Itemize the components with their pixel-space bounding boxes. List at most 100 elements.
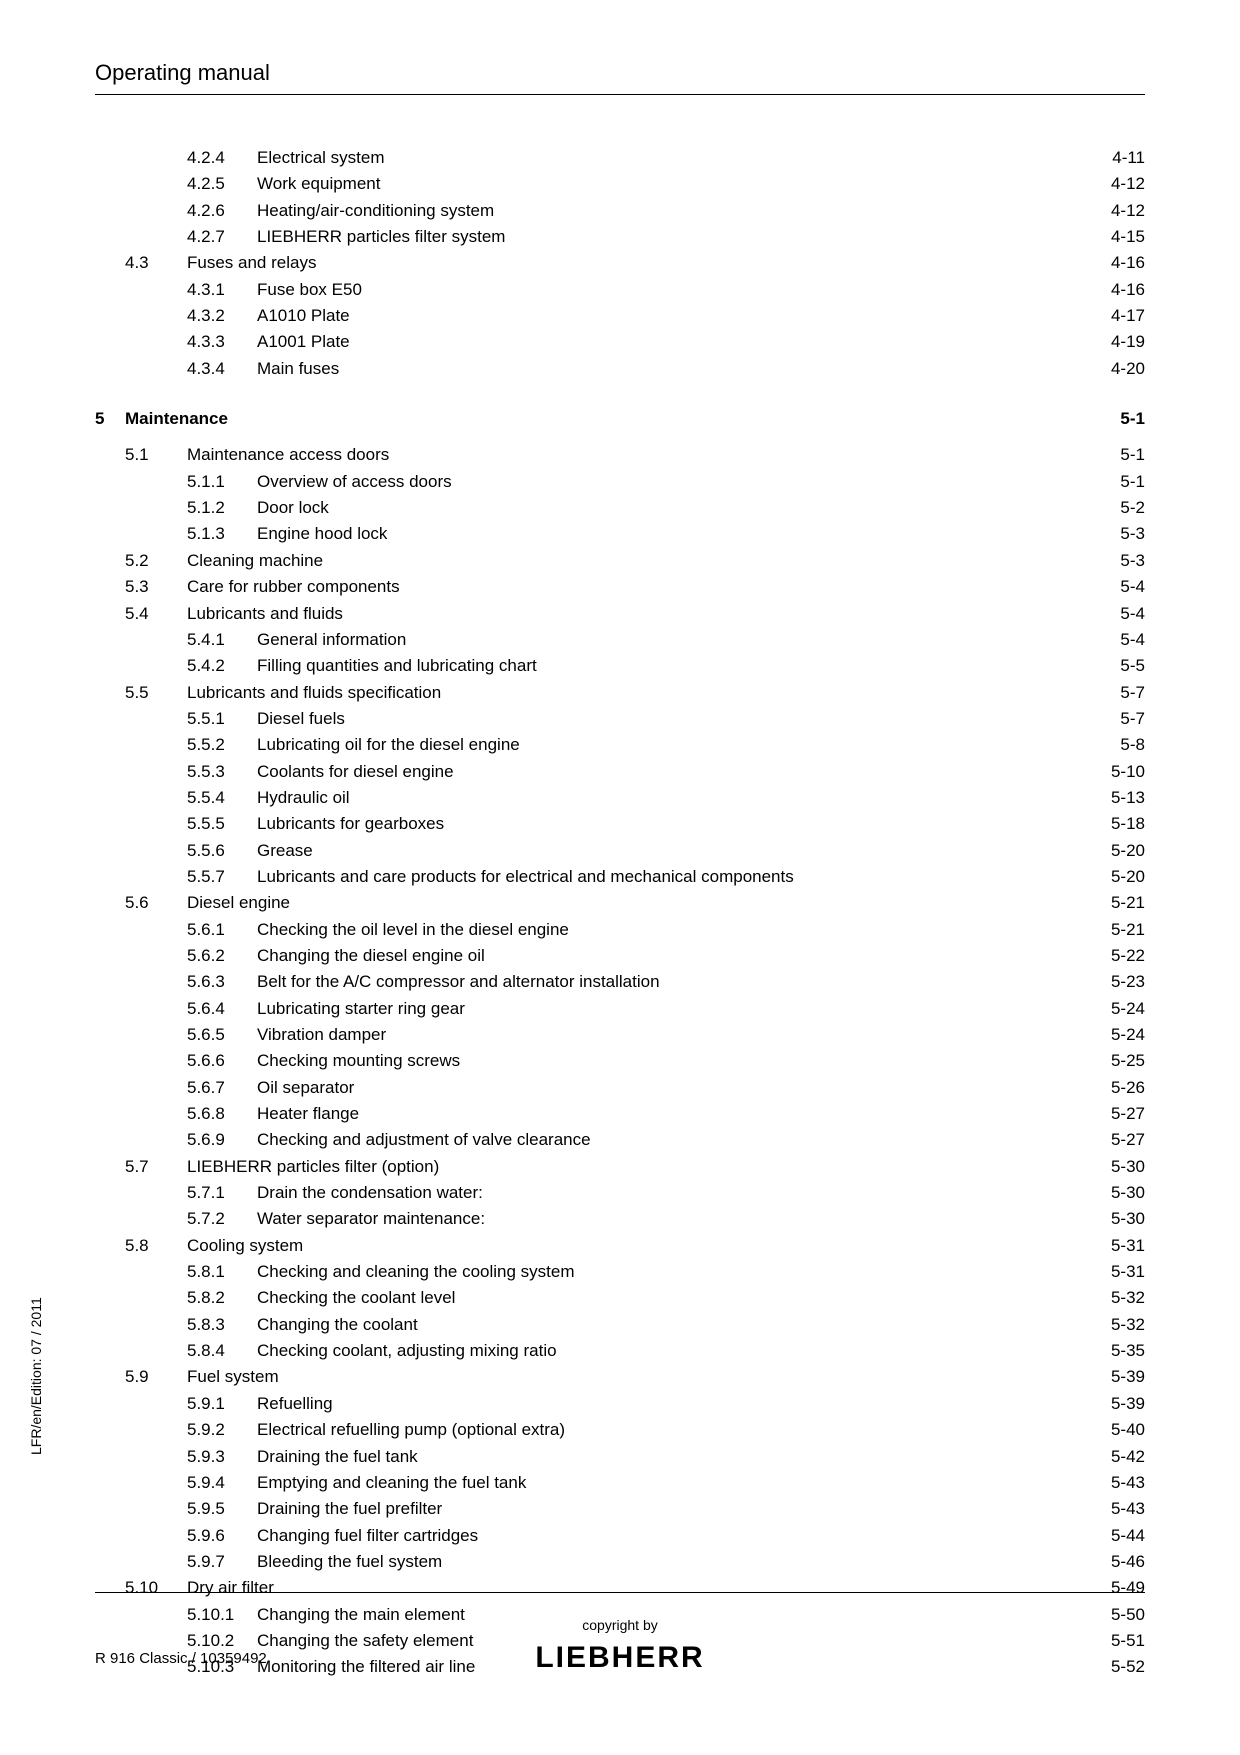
toc-entry-title: Grease — [257, 838, 313, 864]
toc-page-number: 5-24 — [1100, 996, 1145, 1022]
toc-entry-title: Cooling system — [187, 1233, 303, 1259]
document-reference: R 916 Classic / 10359492 — [95, 1650, 267, 1667]
toc-entry-title: Fuse box E50 — [257, 277, 362, 303]
toc-subsection-number: 5.9.1 — [187, 1391, 257, 1417]
toc-entry-title: Checking and cleaning the cooling system — [257, 1259, 575, 1285]
toc-entry-title: Lubricants for gearboxes — [257, 811, 444, 837]
toc-subsection-number: 5.8.1 — [187, 1259, 257, 1285]
toc-page-number: 5-44 — [1100, 1523, 1145, 1549]
toc-page-number: 5-30 — [1100, 1180, 1145, 1206]
toc-page-number: 5-18 — [1100, 811, 1145, 837]
toc-entry-title: Coolants for diesel engine — [257, 759, 454, 785]
toc-entry-title: Work equipment — [257, 171, 380, 197]
toc-subsection-number: 4.2.4 — [187, 145, 257, 171]
toc-page-number: 5-43 — [1100, 1496, 1145, 1522]
toc-entry: 5.2Cleaning machine 5-3 — [95, 548, 1145, 574]
toc-entry-title: Fuel system — [187, 1364, 279, 1390]
toc-entry-title: Cleaning machine — [187, 548, 323, 574]
toc-subsection-number: 5.5.7 — [187, 864, 257, 890]
toc-subsection-number: 5.8.3 — [187, 1312, 257, 1338]
toc-entry: 5Maintenance5-1 — [95, 406, 1145, 432]
toc-subsection-number: 5.9.2 — [187, 1417, 257, 1443]
toc-entry-title: Oil separator — [257, 1075, 354, 1101]
toc-page-number: 5-8 — [1100, 732, 1145, 758]
toc-subsection-number: 5.8.2 — [187, 1285, 257, 1311]
toc-page-number: 4-15 — [1100, 224, 1145, 250]
toc-section-number: 4.3 — [125, 250, 187, 276]
toc-entry: 4.2.7LIEBHERR particles filter system4-1… — [95, 224, 1145, 250]
toc-entry: 5.9.3Draining the fuel tank5-42 — [95, 1444, 1145, 1470]
toc-entry-title: Checking the oil level in the diesel eng… — [257, 917, 569, 943]
toc-entry: 5.6.8Heater flange5-27 — [95, 1101, 1145, 1127]
toc-page-number: 5-42 — [1100, 1444, 1145, 1470]
toc-entry: 5.5.3Coolants for diesel engine5-10 — [95, 759, 1145, 785]
toc-page-number: 5-20 — [1100, 838, 1145, 864]
toc-page-number: 5-25 — [1100, 1048, 1145, 1074]
toc-page-number: 5-2 — [1100, 495, 1145, 521]
toc-entry-title: Draining the fuel tank — [257, 1444, 418, 1470]
toc-page-number: 5-3 — [1100, 548, 1145, 574]
toc-subsection-number: 4.2.6 — [187, 198, 257, 224]
toc-entry: 5.10Dry air filter5-49 — [95, 1575, 1145, 1601]
toc-entry-title: Lubricating starter ring gear — [257, 996, 465, 1022]
toc-page-number: 4-17 — [1100, 303, 1145, 329]
toc-page-number: 5-30 — [1100, 1206, 1145, 1232]
toc-entry-title: A1001 Plate — [257, 329, 350, 355]
toc-entry-title: Care for rubber components — [187, 574, 400, 600]
toc-entry-title: Drain the condensation water: — [257, 1180, 483, 1206]
toc-page-number: 5-31 — [1100, 1233, 1145, 1259]
toc-entry: 5.9.1Refuelling5-39 — [95, 1391, 1145, 1417]
toc-section-number: 5.6 — [125, 890, 187, 916]
toc-entry: 5.5.2Lubricating oil for the diesel engi… — [95, 732, 1145, 758]
toc-entry-title: Belt for the A/C compressor and alternat… — [257, 969, 660, 995]
toc-entry-title: Diesel engine — [187, 890, 290, 916]
toc-page-number: 5-3 — [1100, 521, 1145, 547]
toc-entry: 5.1.2Door lock5-2 — [95, 495, 1145, 521]
toc-subsection-number: 5.9.5 — [187, 1496, 257, 1522]
toc-entry: 5.5.5Lubricants for gearboxes5-18 — [95, 811, 1145, 837]
toc-subsection-number: 5.9.7 — [187, 1549, 257, 1575]
toc-subsection-number: 5.5.1 — [187, 706, 257, 732]
toc-entry-title: Heater flange — [257, 1101, 359, 1127]
footer-rule — [95, 1592, 1145, 1593]
toc-subsection-number: 5.1.3 — [187, 521, 257, 547]
toc-entry: 5.5.4Hydraulic oil5-13 — [95, 785, 1145, 811]
toc-entry: 5.9.7Bleeding the fuel system5-46 — [95, 1549, 1145, 1575]
toc-subsection-number: 5.1.2 — [187, 495, 257, 521]
toc-entry-title: Heating/air-conditioning system — [257, 198, 494, 224]
toc-page-number: 5-46 — [1100, 1549, 1145, 1575]
toc-page-number: 5-30 — [1100, 1154, 1145, 1180]
toc-subsection-number: 5.4.1 — [187, 627, 257, 653]
toc-page-number: 5-23 — [1100, 969, 1145, 995]
toc-page-number: 5-1 — [1100, 469, 1145, 495]
toc-entry: 5.5.1Diesel fuels5-7 — [95, 706, 1145, 732]
toc-entry: 5.9Fuel system5-39 — [95, 1364, 1145, 1390]
toc-page-number: 4-19 — [1100, 329, 1145, 355]
edition-side-label: LFR/en/Edition: 07 / 2011 — [28, 1297, 44, 1455]
toc-subsection-number: 5.6.9 — [187, 1127, 257, 1153]
toc-section-number: 5.1 — [125, 442, 187, 468]
toc-entry-title: Overview of access doors — [257, 469, 452, 495]
toc-section-number: 5.2 — [125, 548, 187, 574]
toc-page-number: 5-35 — [1100, 1338, 1145, 1364]
toc-entry-title: LIEBHERR particles filter (option) — [187, 1154, 439, 1180]
toc-entry: 4.2.6Heating/air-conditioning system 4-12 — [95, 198, 1145, 224]
toc-subsection-number: 4.2.5 — [187, 171, 257, 197]
toc-page-number: 4-16 — [1100, 250, 1145, 276]
toc-section-number: 5.5 — [125, 680, 187, 706]
toc-entry-title: Changing fuel filter cartridges — [257, 1523, 478, 1549]
toc-page-number: 5-22 — [1100, 943, 1145, 969]
toc-entry-title: Draining the fuel prefilter — [257, 1496, 442, 1522]
toc-entry: 5.9.4Emptying and cleaning the fuel tank… — [95, 1470, 1145, 1496]
toc-subsection-number: 5.6.3 — [187, 969, 257, 995]
toc-page-number: 5-5 — [1100, 653, 1145, 679]
toc-entry: 5.6.7Oil separator5-26 — [95, 1075, 1145, 1101]
toc-entry-title: Hydraulic oil — [257, 785, 350, 811]
toc-page-number: 4-12 — [1100, 198, 1145, 224]
toc-section-number: 5.10 — [125, 1575, 187, 1601]
toc-entry: 5.7.2Water separator maintenance:5-30 — [95, 1206, 1145, 1232]
toc-entry: 5.4.1General information5-4 — [95, 627, 1145, 653]
toc-entry: 5.8.3Changing the coolant5-32 — [95, 1312, 1145, 1338]
toc-subsection-number: 5.5.3 — [187, 759, 257, 785]
toc-entry: 5.4Lubricants and fluids5-4 — [95, 601, 1145, 627]
